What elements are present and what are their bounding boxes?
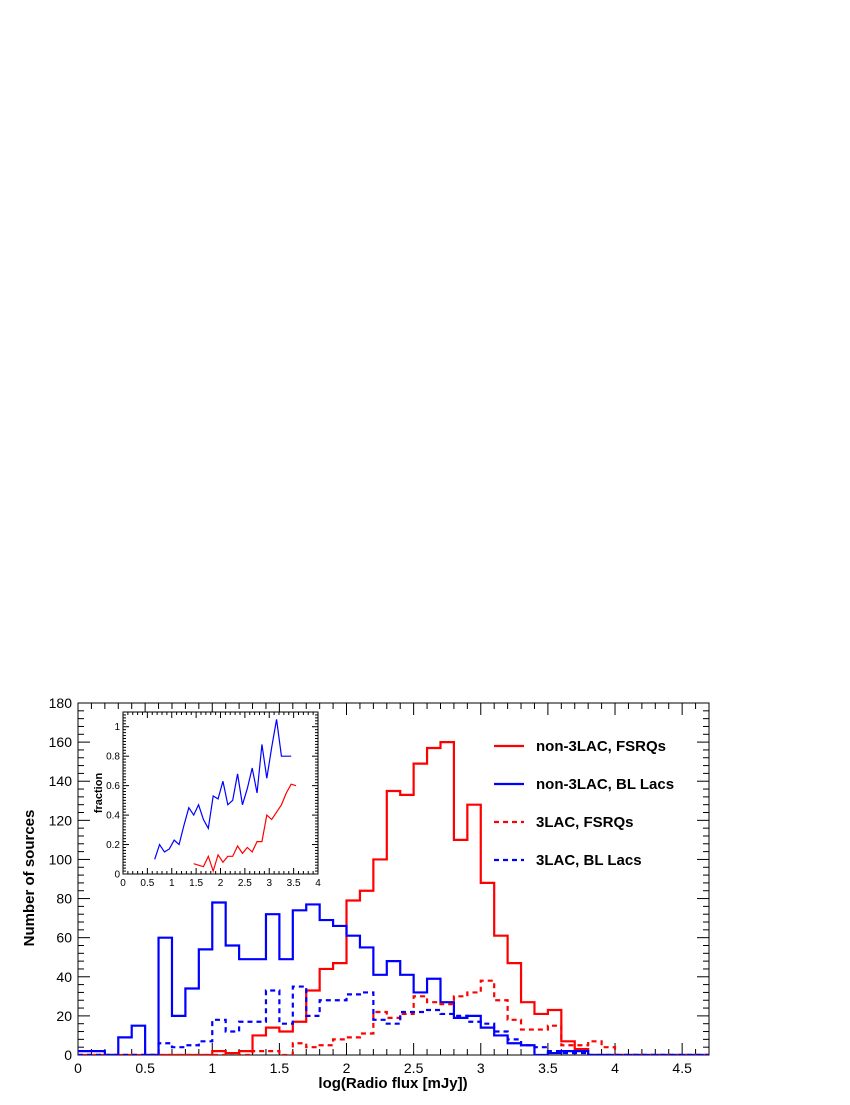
x-tick-label: 2 (343, 1060, 351, 1076)
histogram-series-3 (78, 979, 709, 1055)
x-tick-label: 3 (477, 1060, 485, 1076)
histogram-series-2 (78, 901, 709, 1055)
inset-line-series-1 (154, 719, 292, 860)
inset-x-tick-label: 2.5 (238, 878, 252, 889)
inset-y-tick-label: 0.8 (106, 752, 120, 763)
y-tick-label: 20 (56, 1008, 72, 1024)
legend-label: 3LAC, FSRQs (536, 814, 634, 831)
inset-x-tick-label: 4 (315, 878, 321, 889)
inset-y-tick-label: 0 (114, 870, 120, 881)
x-tick-label: 4.5 (672, 1060, 692, 1076)
y-axis-title: Number of sources (21, 810, 38, 947)
inset-y-tick-label: 0.2 (106, 840, 120, 851)
legend-label: non-3LAC, BL Lacs (536, 776, 674, 793)
x-tick-label: 1.5 (270, 1060, 290, 1076)
legend-label: 3LAC, BL Lacs (536, 852, 642, 869)
y-tick-label: 60 (56, 930, 72, 946)
x-tick-label: 4 (611, 1060, 619, 1076)
y-tick-label: 120 (49, 812, 73, 828)
inset-x-tick-label: 3.5 (287, 878, 301, 889)
x-tick-label: 0.5 (135, 1060, 155, 1076)
inset-x-tick-label: 0 (120, 878, 126, 889)
y-tick-label: 180 (49, 695, 73, 711)
inset-line-series-2 (193, 783, 297, 874)
x-tick-label: 0 (74, 1060, 82, 1076)
inset-y-tick-label: 0.4 (106, 811, 120, 822)
inset-x-tick-label: 1 (169, 878, 175, 889)
inset-y-tick-label: 1 (114, 722, 120, 733)
inset-x-tick-label: 3 (266, 878, 272, 889)
histogram-series-1 (78, 741, 709, 1055)
y-tick-label: 80 (56, 891, 72, 907)
inset-x-tick-label: 1.5 (189, 878, 203, 889)
legend-label: non-3LAC, FSRQs (536, 738, 666, 755)
x-tick-label: 1 (208, 1060, 216, 1076)
y-tick-label: 140 (49, 773, 73, 789)
inset-y-axis-title: fraction (93, 773, 105, 814)
plot-frame (77, 702, 710, 1056)
y-tick-label: 0 (64, 1047, 72, 1063)
y-tick-label: 160 (49, 734, 73, 750)
y-tick-label: 40 (56, 969, 72, 985)
y-tick-label: 100 (49, 851, 73, 867)
x-tick-label: 3.5 (538, 1060, 558, 1076)
x-tick-label: 2.5 (404, 1060, 424, 1076)
x-axis-title: log(Radio flux [mJy]) (318, 1075, 467, 1092)
inset-frame (122, 711, 319, 875)
inset-y-tick-label: 0.6 (106, 781, 120, 792)
inset-x-tick-label: 2 (218, 878, 224, 889)
inset-x-tick-label: 0.5 (140, 878, 154, 889)
